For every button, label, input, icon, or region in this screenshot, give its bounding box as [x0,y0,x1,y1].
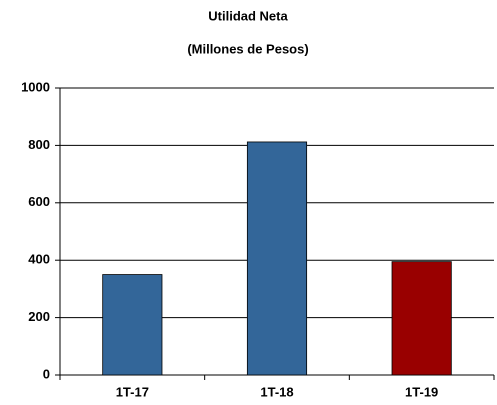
y-tick-label: 600 [28,194,50,209]
chart-subtitle: (Millones de Pesos) [187,41,308,56]
chart-title: Utilidad Neta [208,8,288,23]
x-tick-label: 1T-17 [116,384,149,399]
y-tick-label: 400 [28,252,50,267]
bar [102,274,163,376]
y-tick-label: 1000 [21,79,50,94]
x-tick-label: 1T-18 [260,384,293,399]
x-tick-label: 1T-19 [405,384,438,399]
bar [391,261,452,376]
y-tick-label: 800 [28,137,50,152]
bar [246,141,308,376]
y-tick-label: 200 [28,309,50,324]
y-tick-label: 0 [43,366,50,381]
